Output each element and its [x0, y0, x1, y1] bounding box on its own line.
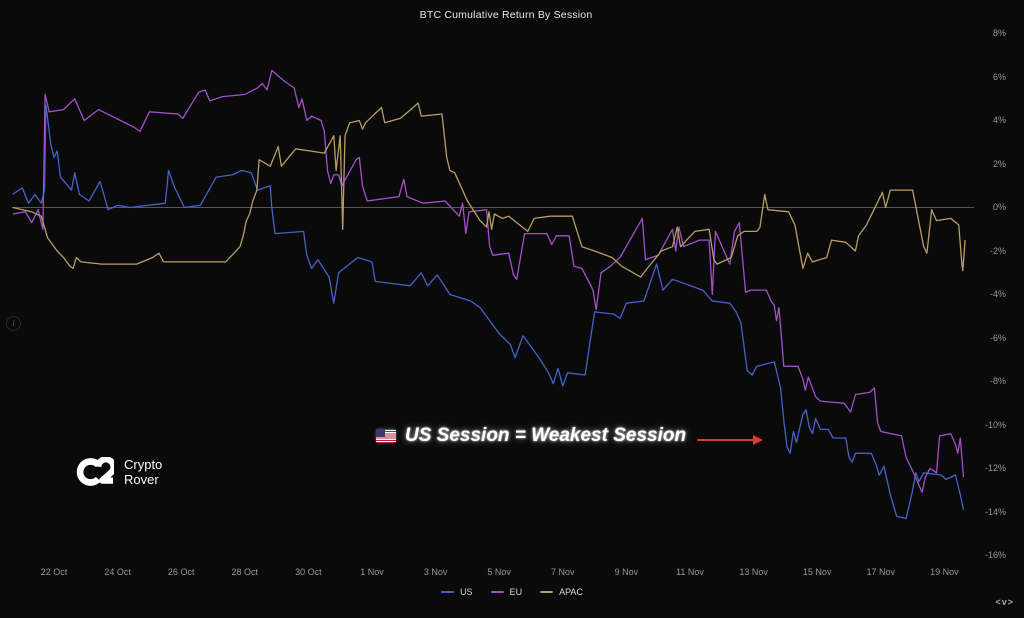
- x-tick-label: 7 Nov: [551, 567, 575, 577]
- x-tick-label: 22 Oct: [40, 567, 68, 577]
- y-tick-label: -10%: [984, 419, 1006, 430]
- annotation-text: US Session = Weakest Session: [405, 425, 687, 446]
- legend-label-us: US: [460, 587, 473, 597]
- y-tick-label: -2%: [989, 245, 1006, 256]
- y-axis-labels: 8% 6% 4% 2% 0% -2% -4% -6% -8% -10% -12% -14% -16%: [966, 0, 1006, 618]
- x-axis-labels: 22 Oct 24 Oct 26 Oct 28 Oct 30 Oct 1 Nov 3 Nov…: [0, 567, 1024, 581]
- y-tick-label: -12%: [984, 463, 1006, 473]
- legend-item-us[interactable]: US: [441, 587, 473, 597]
- y-tick-label: 4%: [992, 115, 1006, 125]
- y-tick-label: -8%: [989, 376, 1006, 386]
- y-tick-label: 0%: [992, 202, 1006, 212]
- brand-name-line1: Crypto: [124, 457, 163, 472]
- chart-legend: US EU APAC: [0, 587, 1024, 597]
- arrow-shaft: [697, 439, 754, 442]
- arrow-head: [753, 435, 763, 445]
- legend-swatch-eu: [490, 591, 504, 593]
- legend-label-eu: EU: [509, 587, 523, 597]
- x-tick-label: 24 Oct: [104, 567, 131, 577]
- us-flag-icon: [376, 429, 396, 443]
- chart-collapse-control[interactable]: <v>: [995, 597, 1014, 607]
- legend-item-eu[interactable]: EU: [490, 587, 523, 597]
- x-tick-label: 11 Nov: [676, 567, 704, 577]
- x-tick-label: 15 Nov: [802, 567, 832, 577]
- y-tick-label: -6%: [989, 332, 1006, 343]
- x-tick-label: 9 Nov: [614, 567, 639, 577]
- x-tick-label: 28 Oct: [231, 567, 259, 577]
- x-tick-label: 19 Nov: [930, 567, 959, 577]
- series-line-us: [12, 104, 965, 520]
- series-line-eu: [12, 69, 965, 494]
- x-tick-label: 3 Nov: [423, 567, 448, 577]
- x-tick-label: 1 Nov: [360, 567, 384, 577]
- y-tick-label: -14%: [984, 506, 1006, 517]
- brand-logo-text: Crypto Rover: [124, 457, 162, 487]
- y-tick-label: 2%: [992, 158, 1006, 169]
- info-icon[interactable]: i: [6, 316, 21, 331]
- legend-label-apac: APAC: [559, 587, 583, 597]
- y-tick-label: 8%: [992, 28, 1006, 38]
- series-line-apac: [12, 102, 966, 278]
- annotation: US Session = Weakest Session: [376, 425, 686, 447]
- arrow-right-icon: [697, 434, 763, 446]
- legend-swatch-apac: [540, 591, 554, 593]
- x-tick-label: 30 Oct: [295, 567, 322, 577]
- x-tick-label: 26 Oct: [167, 567, 195, 577]
- x-tick-label: 17 Nov: [866, 567, 896, 577]
- y-tick-label: 6%: [992, 71, 1006, 82]
- x-tick-label: 5 Nov: [487, 567, 511, 577]
- legend-swatch-us: [441, 591, 455, 593]
- x-tick-label: 13 Nov: [739, 567, 768, 577]
- page-title: BTC Cumulative Return By Session: [419, 9, 593, 21]
- brand-logo: Crypto Rover: [72, 457, 162, 487]
- crypto-rover-monogram-icon: [76, 457, 114, 486]
- y-tick-label: -4%: [989, 289, 1006, 299]
- y-tick-label: -16%: [984, 550, 1006, 560]
- brand-name-line2: Rover: [124, 472, 159, 487]
- legend-item-apac[interactable]: APAC: [540, 587, 583, 597]
